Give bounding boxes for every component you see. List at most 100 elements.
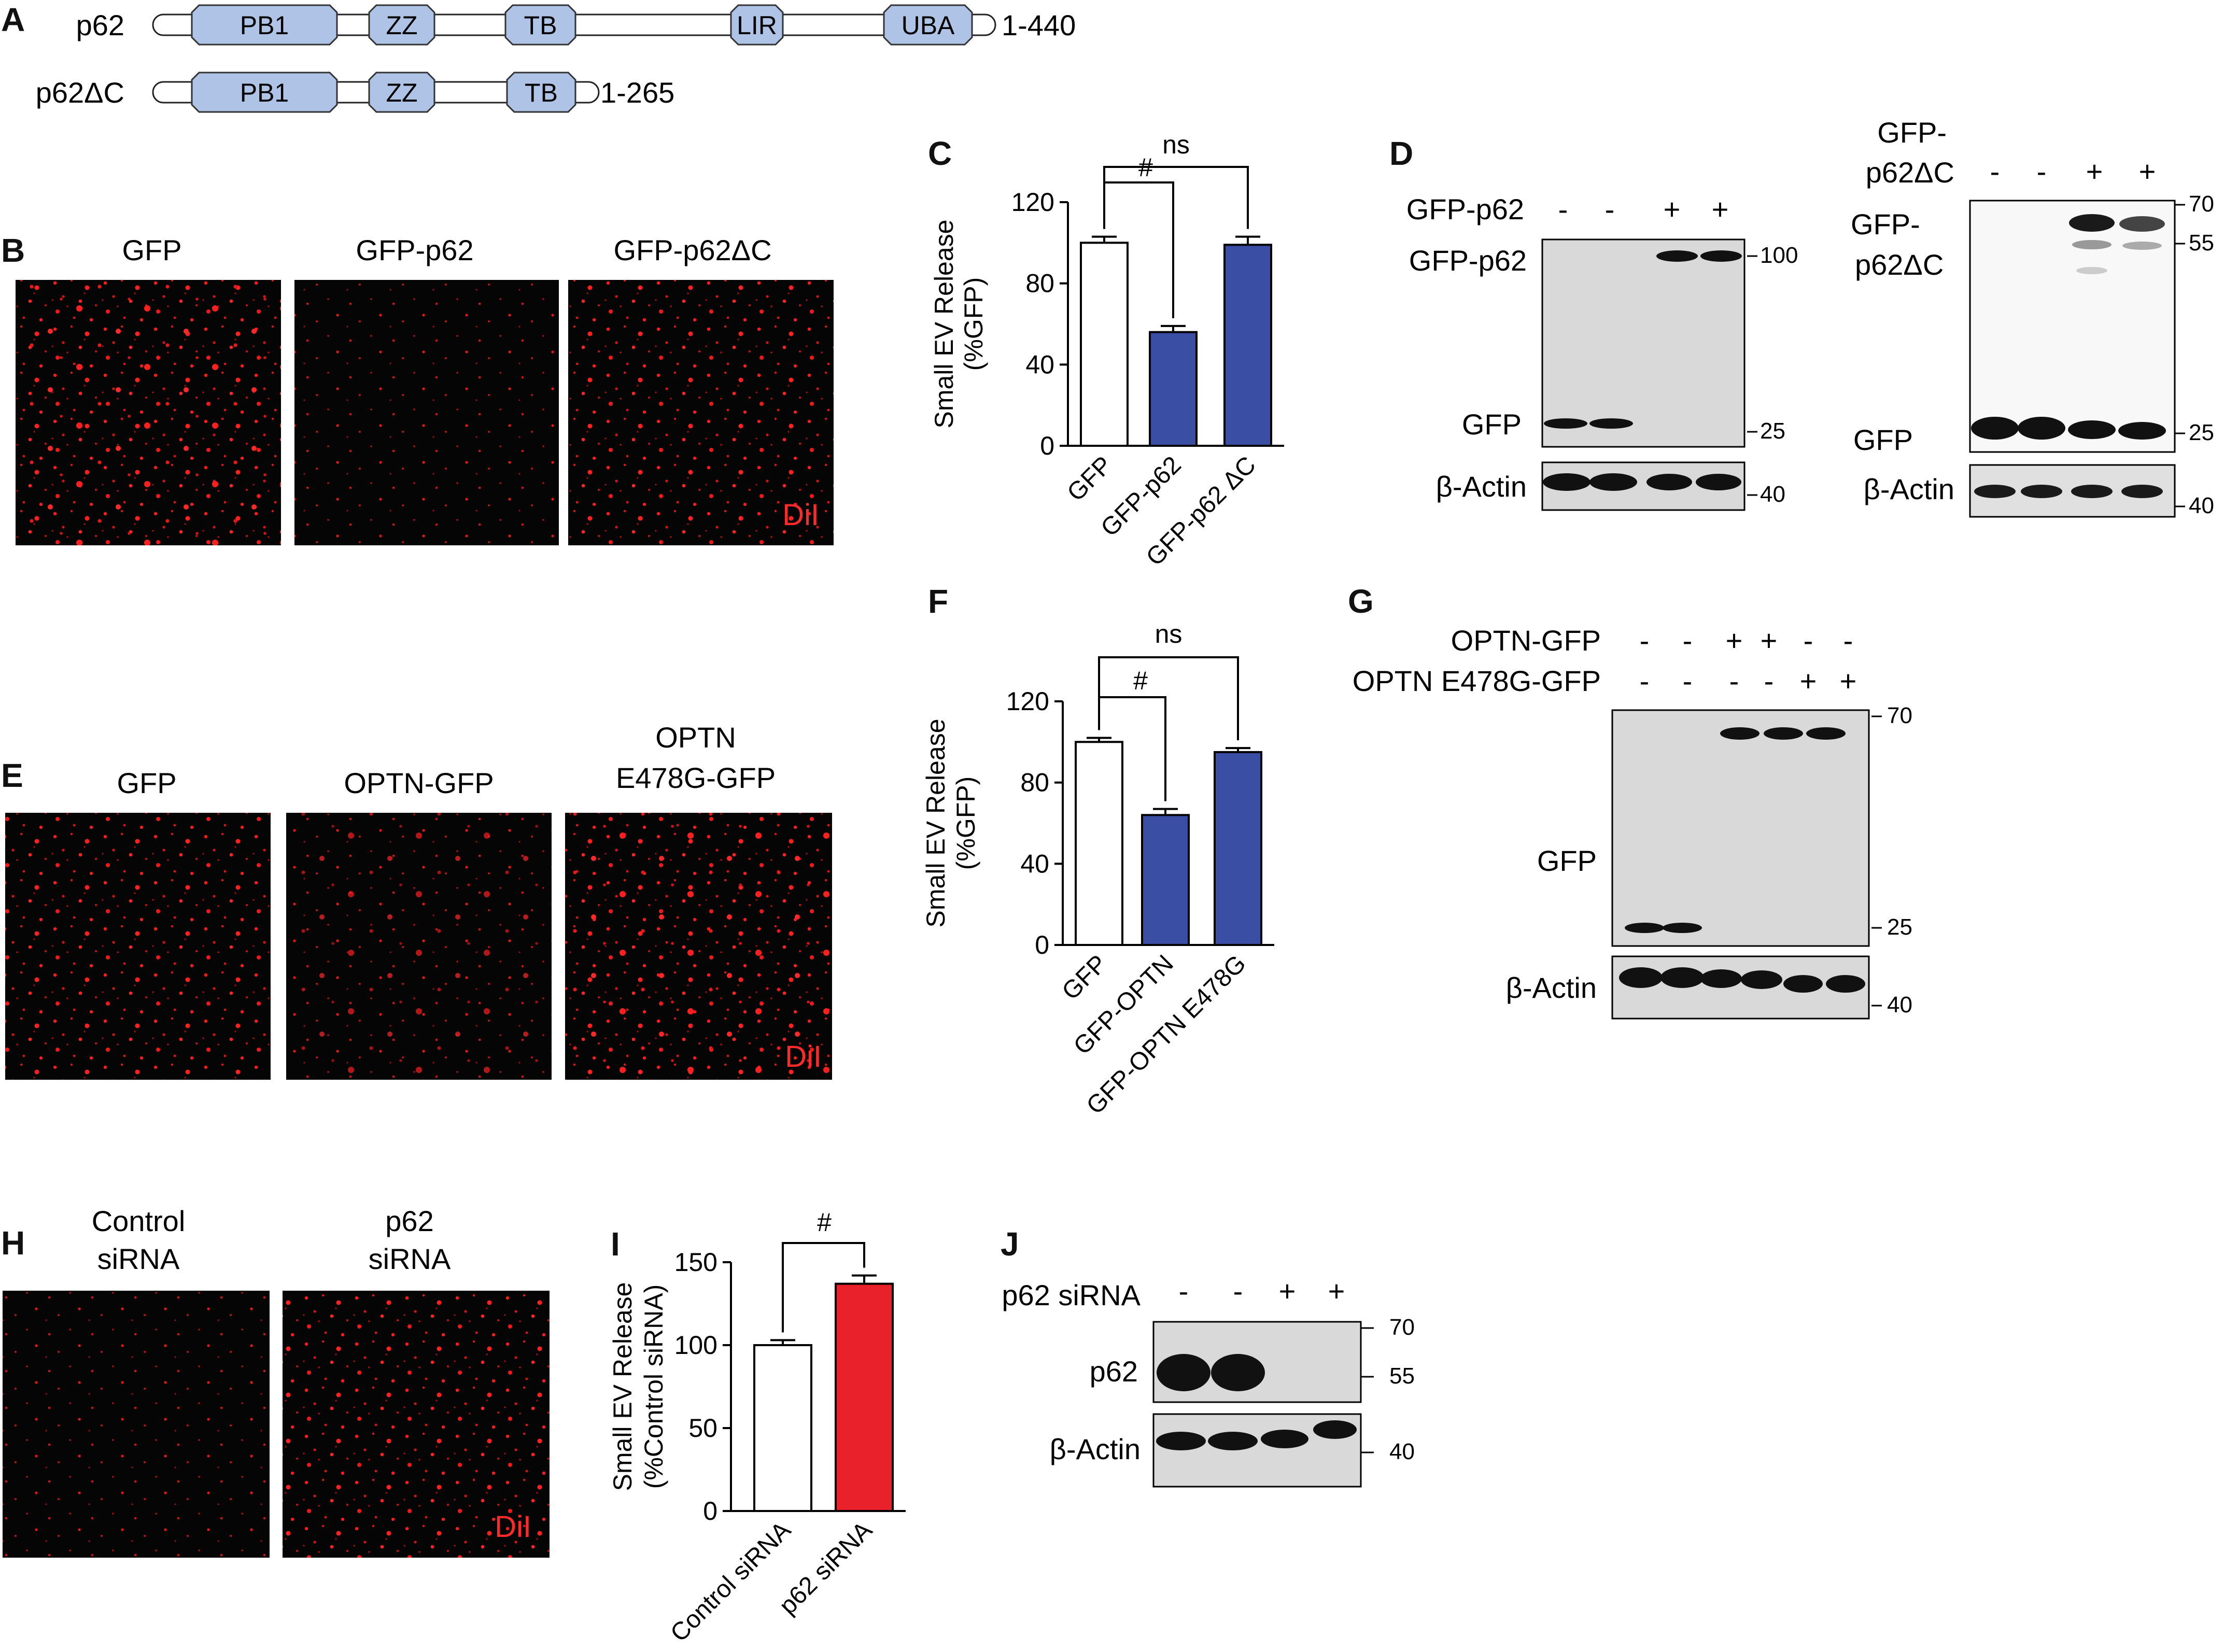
bar <box>1075 741 1123 947</box>
micrograph-label-optn-gfp: OPTN-GFP <box>344 767 494 799</box>
panel-letter-e: E <box>1 757 23 794</box>
panel-letter-c: C <box>928 135 952 172</box>
y-tick-label: 40 <box>1020 849 1049 878</box>
y-axis-label: (%GFP) <box>951 776 980 870</box>
marker-70: 70 <box>1389 1315 1415 1340</box>
sign-lane-3: + <box>1664 193 1681 225</box>
significance-bracket <box>1103 166 1249 229</box>
micrograph-row-b: GFP GFP-p62 GFP-p62ΔC DiI <box>16 234 834 545</box>
band <box>1700 250 1742 262</box>
significance-label: # <box>1133 666 1148 695</box>
micrograph-label-optn: OPTN <box>655 721 736 754</box>
residue-range: 1-440 <box>1002 9 1076 41</box>
micrograph-gfp-p62dc <box>568 280 834 545</box>
domain-label: PB1 <box>240 78 289 107</box>
western-blot-j: p62 siRNA - - + + p62 70 55 β-Actin 40 <box>1002 1275 1415 1488</box>
sign-lane-1: - <box>1179 1275 1189 1307</box>
band <box>1656 250 1698 262</box>
band-label-b-actin: β-Actin <box>1506 971 1597 1004</box>
sign-lane-2: - <box>1605 193 1615 225</box>
micrograph-label-control: Control <box>92 1205 186 1237</box>
blot-membrane-gfp <box>1541 238 1746 448</box>
significance-label: # <box>817 1208 832 1237</box>
stain-label-e: DiI <box>785 1040 822 1074</box>
y-tick-label: 40 <box>1025 350 1054 379</box>
protein-domain <box>368 4 435 46</box>
micrograph-label-e478g-gfp: E478G-GFP <box>616 761 776 794</box>
marker-40: 40 <box>1760 482 1785 507</box>
panel-letter-b: B <box>1 232 25 269</box>
protein-domain <box>883 4 973 46</box>
band-label-p62dc-line2: p62ΔC <box>1855 248 1944 281</box>
band-label-b-actin: β-Actin <box>1050 1433 1141 1465</box>
band-label-b-actin: β-Actin <box>1436 470 1527 503</box>
stain-label-h: DiI <box>495 1510 531 1544</box>
domain-label: LIR <box>737 11 777 40</box>
protein-domain <box>506 72 576 113</box>
y-tick-label: 80 <box>1025 269 1054 298</box>
sign-optn-gfp: + <box>1761 624 1778 657</box>
y-axis-label: (%GFP) <box>959 277 988 371</box>
bar-chart-i: 0 50 100 150 Small EV Release (%Control siRNA… <box>608 1208 906 1647</box>
sign-optn-e478g-gfp: - <box>1764 665 1774 697</box>
panel-letter-h: H <box>1 1224 25 1262</box>
marker-55: 55 <box>1389 1363 1415 1389</box>
y-axis-label: Small EV Release <box>921 719 950 928</box>
lane-signs: - - + + - -- - - - + + <box>1640 624 1857 697</box>
sign-optn-gfp: - <box>1640 624 1650 657</box>
marker-40: 40 <box>2189 493 2214 518</box>
marker-40: 40 <box>1389 1439 1415 1464</box>
micrograph-row-e: GFP OPTN-GFP OPTN E478G-GFP DiI <box>5 721 832 1080</box>
western-blot-d-left: GFP-p62 - - + + GFP-p62 GFP β-Actin 100 … <box>1406 193 1798 511</box>
band-label-gfp: GFP <box>1853 423 1913 456</box>
sign-optn-gfp: - <box>1843 624 1853 657</box>
sign-optn-gfp: - <box>1683 624 1693 657</box>
panel-letter-g: G <box>1348 583 1374 620</box>
bar <box>1080 242 1129 447</box>
significance-label: ns <box>1162 130 1190 159</box>
sign-lane-3: + <box>2086 155 2103 188</box>
band <box>2069 214 2115 232</box>
significance-bracket <box>782 1242 865 1333</box>
band <box>2076 267 2107 274</box>
significance-label: ns <box>1155 619 1183 648</box>
sign-lane-4: + <box>2139 155 2156 188</box>
sign-lane-3: + <box>1279 1275 1296 1307</box>
band <box>2118 422 2166 440</box>
micrograph-row-h: Control siRNA p62 siRNA DiI <box>3 1205 550 1558</box>
band-label-p62: p62 <box>1090 1355 1138 1388</box>
bar <box>1141 814 1190 947</box>
y-tick-label: 0 <box>703 1496 717 1526</box>
marker-40: 40 <box>1887 992 1912 1018</box>
western-blot-g: OPTN-GFP OPTN E478G-GFP - - + + - -- - - - + + GFP… <box>1353 624 1912 1020</box>
band <box>2018 417 2065 440</box>
construct-name: p62ΔC <box>36 76 124 109</box>
y-tick-label: 120 <box>1006 687 1049 716</box>
protein-domain <box>191 4 338 46</box>
row-label-optn-e478g-gfp: OPTN E478G-GFP <box>1353 665 1601 697</box>
band-label-gfp-p62: GFP-p62 <box>1409 244 1527 277</box>
significance-bracket <box>1098 656 1239 741</box>
y-tick-label: 120 <box>1011 188 1054 217</box>
micrograph-label-gfp: GFP <box>117 767 176 799</box>
y-axis-label: (%Control siRNA) <box>639 1284 668 1489</box>
y-tick-label: 100 <box>674 1331 717 1360</box>
protein-domain <box>191 72 338 113</box>
band-label-gfp: GFP <box>1462 408 1522 441</box>
bar <box>1214 751 1262 946</box>
protein-domain <box>504 4 576 46</box>
blot-membrane-gfp <box>1611 709 1870 947</box>
band <box>1544 418 1587 429</box>
domain-label: ZZ <box>386 78 417 107</box>
y-tick-label: 80 <box>1020 768 1049 797</box>
marker-100: 100 <box>1760 243 1798 268</box>
category-label: GFP <box>1062 451 1118 506</box>
panel-letter-j: J <box>1001 1225 1019 1263</box>
domain-label: ZZ <box>386 11 417 40</box>
sign-optn-e478g-gfp: + <box>1840 665 1857 697</box>
category-label: GFP <box>1057 950 1113 1005</box>
y-tick-label: 0 <box>1040 431 1054 460</box>
sign-lane-1: - <box>1558 193 1568 225</box>
